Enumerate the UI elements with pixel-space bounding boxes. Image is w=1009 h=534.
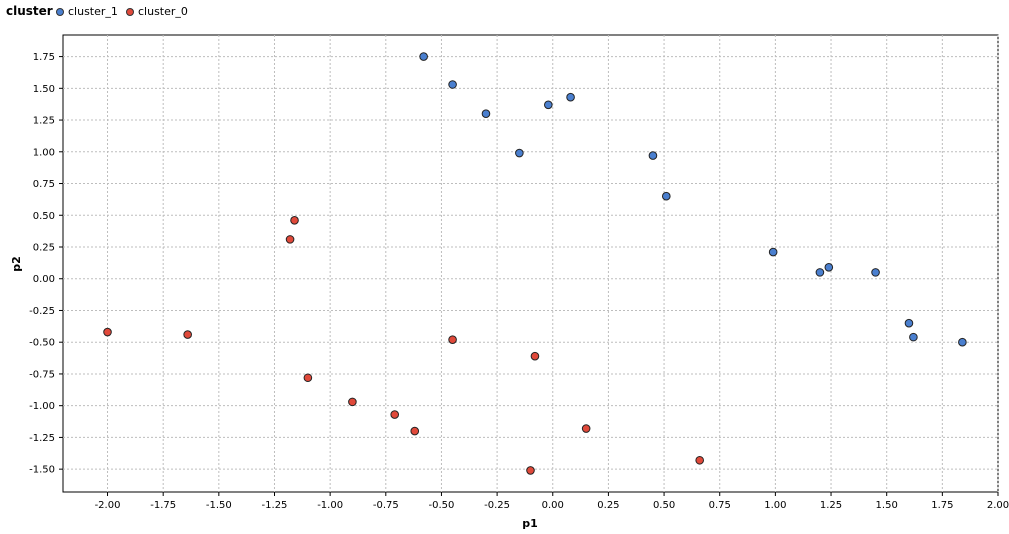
y-tick-label: -0.75 — [29, 369, 55, 380]
point-cluster-1[interactable] — [481, 109, 491, 119]
point-cluster-1[interactable] — [958, 337, 967, 347]
y-tick-label: -0.25 — [29, 306, 55, 317]
x-tick-label: -0.75 — [373, 500, 399, 511]
legend-title: cluster — [6, 4, 53, 18]
x-tick-label: -1.75 — [150, 500, 176, 511]
y-tick-label: 0.25 — [33, 242, 55, 253]
point-cluster-1[interactable] — [648, 151, 658, 160]
point-cluster-1[interactable] — [909, 332, 918, 342]
y-axis: 1.75 1.50 1.25 1.00 0.75 0.50 0.25 0.00 -0.25 -0.… — [29, 52, 63, 476]
grid — [63, 35, 999, 492]
point-cluster-1[interactable] — [544, 100, 553, 110]
point-cluster-1[interactable] — [515, 148, 524, 158]
data-points — [103, 52, 967, 475]
point-cluster-0[interactable] — [290, 216, 299, 225]
plot-area — [62, 34, 999, 493]
x-tick-label: -1.50 — [206, 500, 232, 511]
point-cluster-0[interactable] — [183, 330, 192, 339]
point-cluster-0[interactable] — [410, 426, 420, 436]
x-tick-label: 0.75 — [709, 500, 731, 511]
point-cluster-0[interactable] — [581, 424, 591, 433]
point-cluster-1[interactable] — [824, 263, 834, 272]
x-tick-label: -0.25 — [484, 500, 510, 511]
point-cluster-1[interactable] — [871, 268, 880, 277]
y-tick-label: 1.50 — [33, 84, 55, 95]
point-cluster-1[interactable] — [904, 318, 914, 328]
y-tick-label: 0.00 — [33, 274, 55, 285]
legend: cluster cluster_1 cluster_0 — [0, 0, 1009, 24]
x-tick-label: 1.75 — [931, 500, 953, 511]
y-tick-label: 0.50 — [33, 211, 55, 222]
point-cluster-0[interactable] — [448, 335, 457, 344]
legend-label-cluster-1: cluster_1 — [68, 5, 118, 18]
legend-item-cluster-0[interactable]: cluster_0 — [126, 5, 188, 18]
point-cluster-1[interactable] — [566, 92, 575, 102]
y-tick-label: 1.75 — [33, 52, 55, 63]
y-tick-label: 0.75 — [33, 179, 55, 190]
point-cluster-0[interactable] — [103, 327, 112, 337]
y-tick-label: 1.00 — [33, 147, 55, 158]
y-tick-label: -0.50 — [29, 338, 55, 349]
x-axis: -2.00 -1.75 -1.50 -1.25 -1.00 -0.75 -0.50 -0.25… — [95, 492, 1009, 511]
y-tick-label: -1.00 — [29, 401, 55, 412]
point-cluster-1[interactable] — [661, 191, 671, 201]
point-cluster-0[interactable] — [303, 373, 313, 383]
x-tick-label: -1.25 — [262, 500, 288, 511]
point-cluster-0[interactable] — [526, 466, 535, 475]
x-tick-label: 0.50 — [653, 500, 675, 511]
x-tick-label: 1.50 — [876, 500, 898, 511]
point-cluster-0[interactable] — [285, 235, 295, 244]
x-tick-label: -1.00 — [317, 500, 343, 511]
x-tick-label: 0.25 — [597, 500, 619, 511]
point-cluster-0[interactable] — [390, 410, 400, 419]
x-tick-label: 0.00 — [542, 500, 564, 511]
y-axis-label: p2 — [10, 256, 23, 272]
x-tick-label: 1.25 — [820, 500, 842, 511]
x-tick-label: 2.00 — [987, 500, 1009, 511]
point-cluster-0[interactable] — [348, 397, 357, 407]
point-cluster-0[interactable] — [695, 455, 704, 465]
x-tick-label: -2.00 — [95, 500, 121, 511]
x-tick-label: -0.50 — [429, 500, 455, 511]
y-tick-label: -1.25 — [29, 433, 55, 444]
legend-swatch-cluster-0 — [126, 7, 134, 16]
point-cluster-1[interactable] — [815, 268, 825, 277]
x-axis-label: p1 — [522, 517, 538, 530]
point-cluster-1[interactable] — [448, 80, 457, 89]
legend-item-cluster-1[interactable]: cluster_1 — [56, 5, 118, 18]
legend-label-cluster-0: cluster_0 — [138, 5, 188, 18]
x-tick-label: 1.00 — [764, 500, 786, 511]
point-cluster-0[interactable] — [530, 351, 540, 361]
y-tick-label: -1.50 — [29, 465, 55, 476]
legend-swatch-cluster-1 — [56, 7, 64, 16]
point-cluster-1[interactable] — [768, 247, 778, 257]
point-cluster-1[interactable] — [419, 52, 428, 61]
y-tick-label: 1.25 — [33, 116, 55, 127]
